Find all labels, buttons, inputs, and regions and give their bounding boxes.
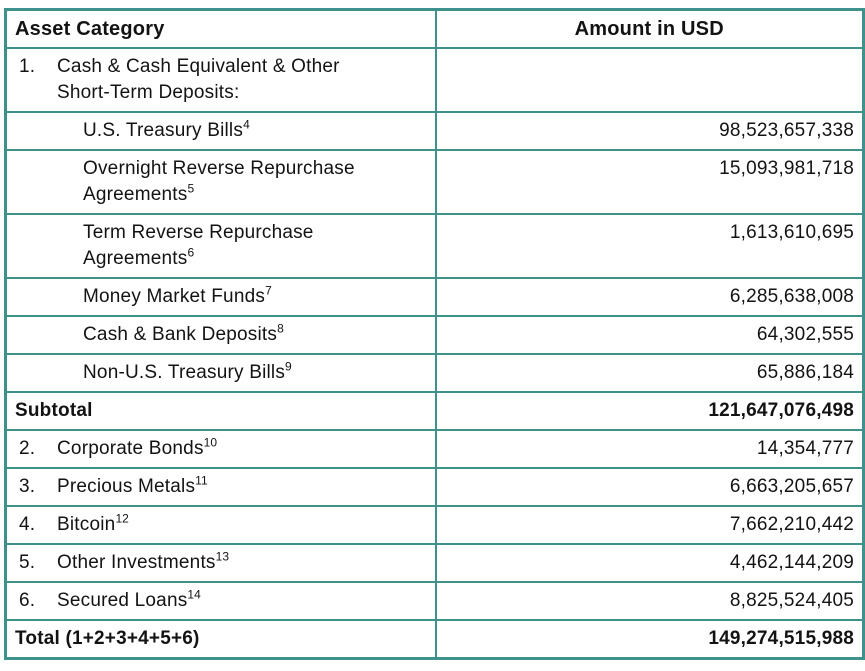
table-row-precious-metals: 3. Precious Metals11 6,663,205,657 xyxy=(4,467,865,507)
item-number: 2. xyxy=(19,438,36,459)
amount-value: 1,613,610,695 xyxy=(434,213,865,279)
table-row-overnight-reverse-repo: Overnight Reverse Repurchase Agreements5… xyxy=(4,149,865,215)
asset-label: Cash & Cash Equivalent & Other Short-Ter… xyxy=(57,56,340,103)
table-row-non-us-treasury-bills: Non-U.S. Treasury Bills9 65,886,184 xyxy=(4,353,865,393)
amount-value: 6,285,638,008 xyxy=(434,277,865,317)
item-number: 6. xyxy=(19,590,36,611)
amount-value: 65,886,184 xyxy=(434,353,865,393)
footnote-ref: 5 xyxy=(187,181,195,196)
amount-value: 15,093,981,718 xyxy=(434,149,865,215)
asset-label: Cash & Bank Deposits xyxy=(83,324,278,345)
asset-label: Term Reverse Repurchase Agreements xyxy=(83,222,314,269)
item-number: 5. xyxy=(19,552,36,573)
table-row-other-investments: 5. Other Investments13 4,462,144,209 xyxy=(4,543,865,583)
table-row-bitcoin: 4. Bitcoin12 7,662,210,442 xyxy=(4,505,865,545)
footnote-ref: 7 xyxy=(265,283,272,298)
asset-label: Overnight Reverse Repurchase Agreements xyxy=(83,158,355,205)
table-row-cash-section: 1. Cash & Cash Equivalent & Other Short-T… xyxy=(4,47,865,113)
asset-label: Corporate Bonds xyxy=(57,438,204,459)
asset-reserves-table: Asset Category Amount in USD 1. Cash & Ca… xyxy=(4,8,865,660)
footnote-ref: 12 xyxy=(115,511,129,526)
footnote-ref: 9 xyxy=(285,359,292,374)
header-row: Asset Category Amount in USD xyxy=(4,8,865,49)
table-row-corporate-bonds: 2. Corporate Bonds10 14,354,777 xyxy=(4,429,865,469)
footnote-ref: 4 xyxy=(243,117,250,132)
amount-value: 14,354,777 xyxy=(434,429,865,469)
total-amount: 149,274,515,988 xyxy=(434,619,865,660)
table-row-total: Total (1+2+3+4+5+6) 149,274,515,988 xyxy=(4,619,865,660)
table-row-money-market-funds: Money Market Funds7 6,285,638,008 xyxy=(4,277,865,317)
asset-label: Money Market Funds xyxy=(83,286,266,307)
amount-value xyxy=(434,47,865,113)
asset-label: Secured Loans xyxy=(57,590,188,611)
table-row-term-reverse-repo: Term Reverse Repurchase Agreements6 1,61… xyxy=(4,213,865,279)
column-header-amount-usd: Amount in USD xyxy=(434,8,865,49)
item-number: 3. xyxy=(19,476,36,497)
subtotal-label: Subtotal xyxy=(15,400,93,421)
table-row-secured-loans: 6. Secured Loans14 8,825,524,405 xyxy=(4,581,865,621)
asset-label: Other Investments xyxy=(57,552,216,573)
subtotal-amount: 121,647,076,498 xyxy=(434,391,865,431)
asset-label: Bitcoin xyxy=(57,514,116,535)
footnote-ref: 6 xyxy=(187,245,195,260)
asset-label: U.S. Treasury Bills xyxy=(83,120,244,141)
footnote-ref: 13 xyxy=(215,549,229,564)
asset-label: Non-U.S. Treasury Bills xyxy=(83,362,286,383)
amount-value: 8,825,524,405 xyxy=(434,581,865,621)
amount-value: 4,462,144,209 xyxy=(434,543,865,583)
amount-value: 6,663,205,657 xyxy=(434,467,865,507)
item-number: 1. xyxy=(19,56,36,77)
table-row-us-treasury-bills: U.S. Treasury Bills4 98,523,657,338 xyxy=(4,111,865,151)
amount-value: 64,302,555 xyxy=(434,315,865,355)
column-header-asset-category: Asset Category xyxy=(4,8,437,49)
amount-value: 7,662,210,442 xyxy=(434,505,865,545)
footnote-ref: 8 xyxy=(277,321,284,336)
table-row-cash-bank-deposits: Cash & Bank Deposits8 64,302,555 xyxy=(4,315,865,355)
footnote-ref: 11 xyxy=(195,473,208,488)
footnote-ref: 10 xyxy=(203,435,218,450)
total-label: Total (1+2+3+4+5+6) xyxy=(15,628,200,649)
footnote-ref: 14 xyxy=(187,587,201,602)
table-row-subtotal: Subtotal 121,647,076,498 xyxy=(4,391,865,431)
item-number: 4. xyxy=(19,514,36,535)
amount-value: 98,523,657,338 xyxy=(434,111,865,151)
asset-label: Precious Metals xyxy=(57,476,196,497)
